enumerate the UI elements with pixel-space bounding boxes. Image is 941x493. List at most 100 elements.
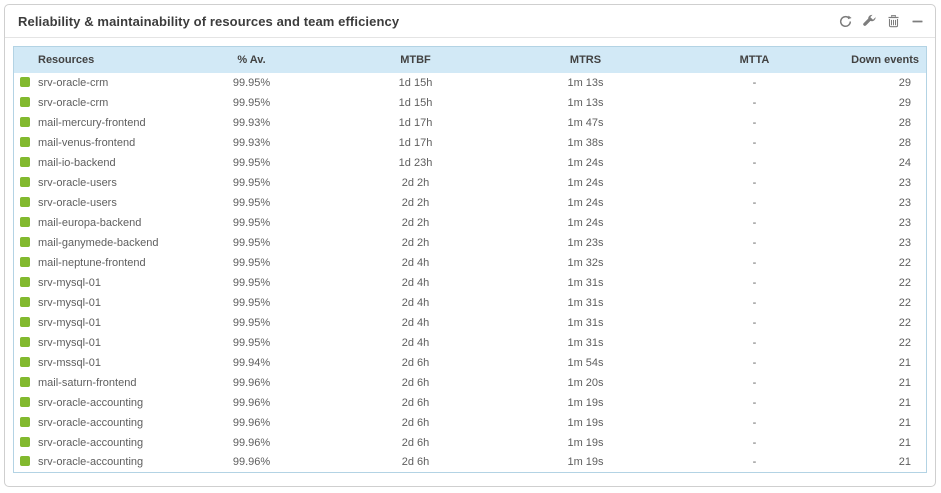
table-row: mail-venus-frontend 99.93% 1d 17h 1m 38s - 28 (14, 133, 927, 153)
resource-name: srv-oracle-crm (38, 96, 109, 109)
mtta-cell: - (752, 456, 757, 469)
mtbf-cell: 2d 6h (401, 356, 430, 369)
status-ok-icon (20, 156, 30, 167)
mtbf-cell: 2d 4h (401, 316, 430, 329)
mtrs-cell: 1m 19s (567, 456, 604, 469)
resource-name: srv-oracle-accounting (38, 436, 144, 449)
mtrs-cell: 1m 20s (567, 376, 604, 389)
down-events-cell: 24 (898, 156, 911, 169)
availability-cell: 99.95% (232, 96, 271, 109)
resource-name: mail-io-backend (38, 156, 116, 169)
table-row: srv-oracle-accounting 99.96% 2d 6h 1m 19s - 2… (14, 413, 927, 433)
mtbf-cell: 2d 6h (401, 376, 430, 389)
status-ok-icon (20, 136, 30, 147)
wrench-icon[interactable] (861, 13, 877, 29)
mtta-cell: - (752, 216, 757, 229)
mtrs-cell: 1m 24s (567, 156, 604, 169)
table-row: mail-io-backend 99.95% 1d 23h 1m 24s - 24 (14, 153, 927, 173)
widget-titlebar: Reliability & maintainability of resourc… (5, 5, 935, 38)
availability-cell: 99.95% (232, 216, 271, 229)
status-ok-icon (20, 116, 30, 127)
mtta-cell: - (752, 156, 757, 169)
down-events-cell: 22 (898, 316, 911, 329)
mtbf-cell: 1d 23h (398, 156, 433, 169)
mtrs-cell: 1m 19s (567, 436, 604, 449)
status-ok-icon (20, 296, 30, 307)
table-row: srv-oracle-users 99.95% 2d 2h 1m 24s - 23 (14, 173, 927, 193)
table-row: srv-mysql-01 99.95% 2d 4h 1m 31s - 22 (14, 313, 927, 333)
widget-toolbar (837, 13, 925, 29)
resource-name: mail-ganymede-backend (38, 236, 159, 249)
mtrs-cell: 1m 47s (567, 116, 604, 129)
status-ok-icon (20, 96, 30, 107)
resource-cell: mail-io-backend (14, 153, 174, 173)
mtbf-cell: 2d 4h (401, 256, 430, 269)
resource-cell: mail-venus-frontend (14, 133, 174, 153)
resource-name: srv-mysql-01 (38, 276, 101, 289)
mtbf-cell: 1d 15h (398, 96, 433, 109)
status-ok-icon (20, 316, 30, 327)
table-row: mail-neptune-frontend 99.95% 2d 4h 1m 32s - 2… (14, 253, 927, 273)
mtbf-cell: 2d 6h (401, 416, 430, 429)
resource-cell: srv-oracle-accounting (14, 453, 174, 473)
mtta-cell: - (752, 296, 757, 309)
down-events-cell: 22 (898, 256, 911, 269)
mtta-cell: - (752, 336, 757, 349)
mtrs-cell: 1m 19s (567, 416, 604, 429)
mtta-cell: - (752, 236, 757, 249)
down-events-cell: 28 (898, 116, 911, 129)
availability-cell: 99.95% (232, 76, 271, 89)
status-ok-icon (20, 436, 30, 447)
resource-cell: srv-oracle-accounting (14, 393, 174, 413)
resource-cell: srv-mysql-01 (14, 333, 174, 353)
status-ok-icon (20, 196, 30, 207)
minimize-icon[interactable] (909, 13, 925, 29)
status-ok-icon (20, 456, 30, 467)
mtta-cell: - (752, 96, 757, 109)
trash-icon[interactable] (885, 13, 901, 29)
resource-cell: srv-oracle-accounting (14, 413, 174, 433)
mtta-cell: - (752, 436, 757, 449)
column-header-mtbf: MTBF (329, 46, 502, 73)
resource-cell: mail-saturn-frontend (14, 373, 174, 393)
status-ok-icon (20, 176, 30, 187)
mtbf-cell: 2d 2h (401, 176, 430, 189)
resource-name: srv-oracle-accounting (38, 456, 144, 469)
resource-name: srv-mysql-01 (38, 316, 101, 329)
resource-cell: srv-oracle-crm (14, 93, 174, 113)
down-events-cell: 23 (898, 176, 911, 189)
table-row: srv-oracle-users 99.95% 2d 2h 1m 24s - 23 (14, 193, 927, 213)
resource-name: srv-mysql-01 (38, 336, 101, 349)
mtrs-cell: 1m 24s (567, 196, 604, 209)
reliability-table: Resources % Av. MTBF MTRS MTTA Down even… (13, 46, 927, 473)
mtbf-cell: 2d 6h (401, 396, 430, 409)
resource-name: srv-oracle-accounting (38, 416, 144, 429)
status-ok-icon (20, 216, 30, 227)
table-row: mail-mercury-frontend 99.93% 1d 17h 1m 47s -… (14, 113, 927, 133)
mtta-cell: - (752, 416, 757, 429)
down-events-cell: 23 (898, 196, 911, 209)
column-header-availability: % Av. (173, 46, 330, 73)
down-events-cell: 29 (898, 96, 911, 109)
table-row: srv-oracle-accounting 99.96% 2d 6h 1m 19s - 2… (14, 433, 927, 453)
mtta-cell: - (752, 376, 757, 389)
resource-cell: mail-neptune-frontend (14, 253, 174, 273)
down-events-cell: 21 (898, 416, 911, 429)
refresh-icon[interactable] (837, 13, 853, 29)
mtrs-cell: 1m 54s (567, 356, 604, 369)
resource-cell: srv-mysql-01 (14, 273, 174, 293)
table-row: mail-europa-backend 99.95% 2d 2h 1m 24s - 23 (14, 213, 927, 233)
down-events-cell: 29 (898, 76, 911, 89)
mtrs-cell: 1m 31s (567, 336, 604, 349)
column-header-mtrs: MTRS (501, 46, 670, 73)
down-events-cell: 21 (898, 396, 911, 409)
resource-cell: srv-oracle-accounting (14, 433, 174, 453)
down-events-cell: 22 (898, 296, 911, 309)
mtbf-cell: 2d 2h (401, 216, 430, 229)
status-ok-icon (20, 276, 30, 287)
page-title: Reliability & maintainability of resourc… (18, 13, 400, 29)
resource-cell: srv-oracle-users (14, 193, 174, 213)
resource-cell: mail-europa-backend (14, 213, 174, 233)
availability-cell: 99.96% (232, 396, 271, 409)
down-events-cell: 23 (898, 216, 911, 229)
